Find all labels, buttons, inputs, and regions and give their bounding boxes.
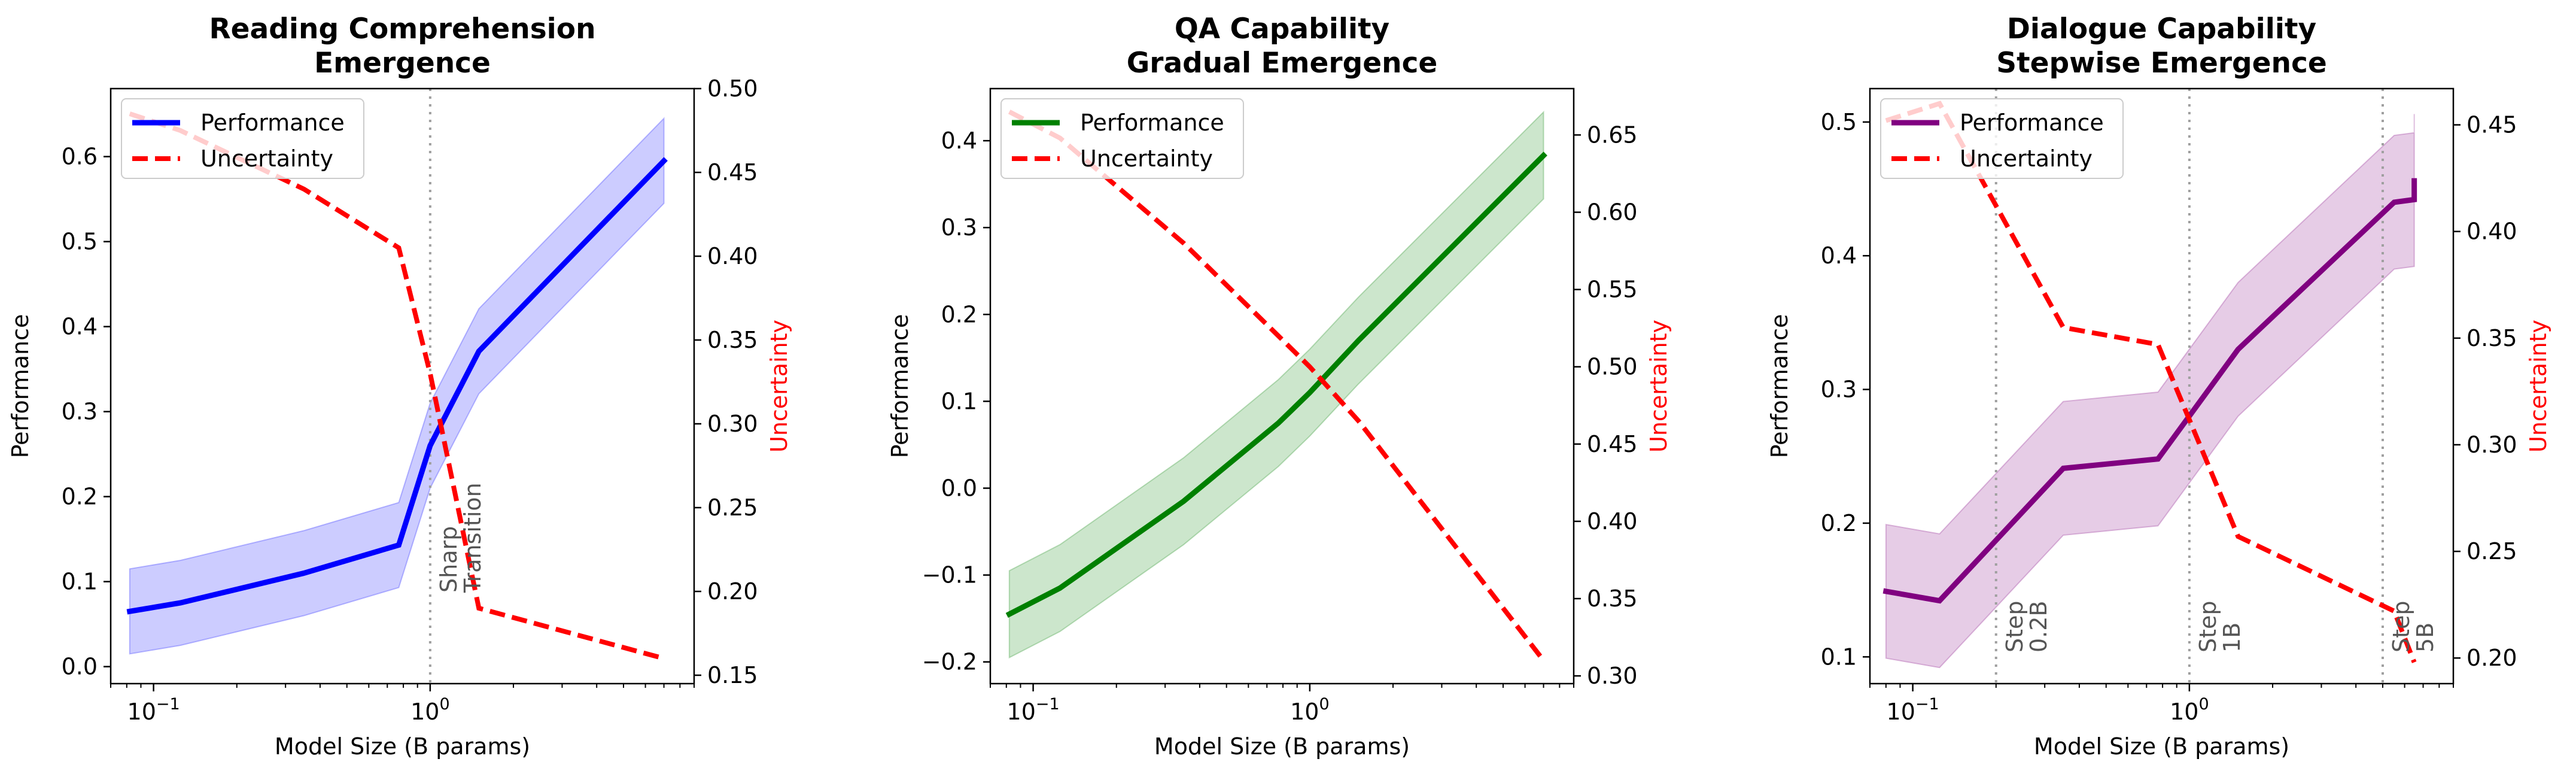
legend-label-uncertainty: Uncertainty (200, 145, 333, 172)
y-tick-label: 0.4 (1821, 242, 1857, 269)
legend-label-performance: Performance (200, 110, 345, 136)
y2-tick-label: 0.40 (1587, 508, 1638, 535)
y-axis-label: Performance (7, 314, 34, 459)
reference-line-label: Step5B (2388, 600, 2438, 652)
y2-tick-label: 0.40 (2466, 218, 2517, 245)
plot-area (1005, 110, 1547, 662)
y2-tick-label: 0.60 (1587, 199, 1638, 226)
legend: Performance Uncertainty (1000, 98, 1244, 179)
axes-frame (989, 87, 1575, 685)
y2-tick-label: 0.35 (707, 327, 758, 353)
performance-band (1008, 110, 1544, 659)
x-tick-label: 100 (2170, 695, 2209, 725)
performance-line (1005, 151, 1547, 618)
legend: Performance Uncertainty (1880, 98, 2124, 179)
y-tick-label: 0.0 (62, 654, 98, 680)
y2-axis-label: Uncertainty (1646, 320, 1672, 453)
y2-tick-label: 0.15 (707, 662, 758, 688)
y-tick-label: 0.5 (1821, 109, 1857, 135)
x-axis-label: Model Size (B params) (1154, 733, 1410, 760)
y-tick-label: 0.2 (1821, 510, 1857, 536)
x-axis-label: Model Size (B params) (275, 733, 530, 760)
reference-line-label: Step1B (2195, 600, 2245, 652)
y-tick-label: 0.3 (941, 214, 977, 241)
y-tick-label: 0.1 (1821, 644, 1857, 670)
y2-tick-label: 0.35 (1587, 585, 1638, 612)
y-tick-label: −0.2 (922, 649, 977, 675)
y2-tick-label: 0.40 (707, 243, 758, 269)
performance-band (1885, 114, 2415, 669)
y-tick-label: 0.5 (62, 229, 98, 255)
y-tick-label: 0.1 (62, 569, 98, 595)
y-tick-label: 0.1 (941, 388, 977, 414)
legend-label-performance: Performance (1080, 110, 1224, 136)
y-tick-label: 0.2 (62, 484, 98, 510)
y2-axis-label: Uncertainty (2525, 320, 2551, 453)
axes-frame (1869, 87, 2455, 685)
y-tick-label: 0.3 (1821, 377, 1857, 403)
y2-tick-label: 0.20 (2466, 645, 2517, 671)
y-tick-label: 0.2 (941, 301, 977, 327)
y2-tick-label: 0.35 (2466, 325, 2517, 351)
chart-title: QA Capability Gradual Emergence (1127, 13, 1438, 80)
y-tick-label: 0.6 (62, 144, 98, 170)
chart-panel-1: SharpTransition 0.0 0.1 0.2 0.3 0.4 0.5 0.6 0.15… (7, 13, 792, 760)
y2-tick-label: 0.50 (707, 75, 758, 102)
y2-tick-label: 0.25 (2466, 538, 2517, 564)
y-tick-label: 0.4 (941, 128, 977, 154)
chart-title: Dialogue Capability Stepwise Emergence (1996, 13, 2326, 80)
y2-tick-label: 0.20 (707, 578, 758, 605)
y2-tick-label: 0.45 (1587, 431, 1638, 457)
x-tick-label: 100 (1290, 695, 1330, 725)
legend-frame (1880, 98, 2124, 179)
y-axis-label: Performance (1766, 314, 1793, 459)
x-tick-label: 10−1 (1887, 695, 1939, 725)
y2-tick-label: 0.65 (1587, 122, 1638, 148)
x-tick-label: 100 (410, 695, 450, 725)
y-tick-label: 0.0 (941, 475, 977, 502)
x-tick-label: 10−1 (1007, 695, 1060, 725)
y2-tick-label: 0.50 (1587, 354, 1638, 380)
y-tick-label: −0.1 (922, 562, 977, 588)
y2-tick-label: 0.55 (1587, 277, 1638, 303)
chart-title: Reading Comprehension Emergence (209, 13, 595, 80)
axes-frame (110, 87, 695, 685)
y2-tick-label: 0.45 (707, 159, 758, 186)
legend-frame (1000, 98, 1244, 179)
y-tick-label: 0.3 (62, 399, 98, 425)
y2-tick-label: 0.30 (707, 411, 758, 437)
legend-label-performance: Performance (1960, 110, 2104, 136)
x-tick-label: 10−1 (127, 695, 180, 725)
legend-label-uncertainty: Uncertainty (1080, 145, 1213, 172)
reference-line-label: SharpTransition (436, 482, 486, 593)
legend-frame (121, 98, 364, 179)
performance-band (129, 117, 665, 655)
chart-panel-2: −0.2 −0.1 0.0 0.1 0.2 0.3 0.4 0.30 0.35 0.40 0.45 0… (887, 13, 1672, 760)
y-axis-label: Performance (887, 314, 913, 459)
performance-line (126, 157, 668, 615)
chart-panel-3: Step0.2B Step1B Step5B 0.1 0.2 0.3 0.4 0.5 0.20 0… (1766, 13, 2551, 760)
y2-axis-label: Uncertainty (766, 320, 792, 453)
y2-tick-label: 0.30 (1587, 663, 1638, 689)
y2-tick-label: 0.30 (2466, 432, 2517, 458)
legend: Performance Uncertainty (121, 98, 364, 179)
y2-tick-label: 0.45 (2466, 112, 2517, 138)
reference-line-label: Step0.2B (2002, 600, 2052, 652)
performance-line (1882, 178, 2417, 604)
y-tick-label: 0.4 (62, 314, 98, 340)
x-axis-label: Model Size (B params) (2034, 733, 2289, 760)
legend-label-uncertainty: Uncertainty (1960, 145, 2093, 172)
y2-tick-label: 0.25 (707, 494, 758, 521)
